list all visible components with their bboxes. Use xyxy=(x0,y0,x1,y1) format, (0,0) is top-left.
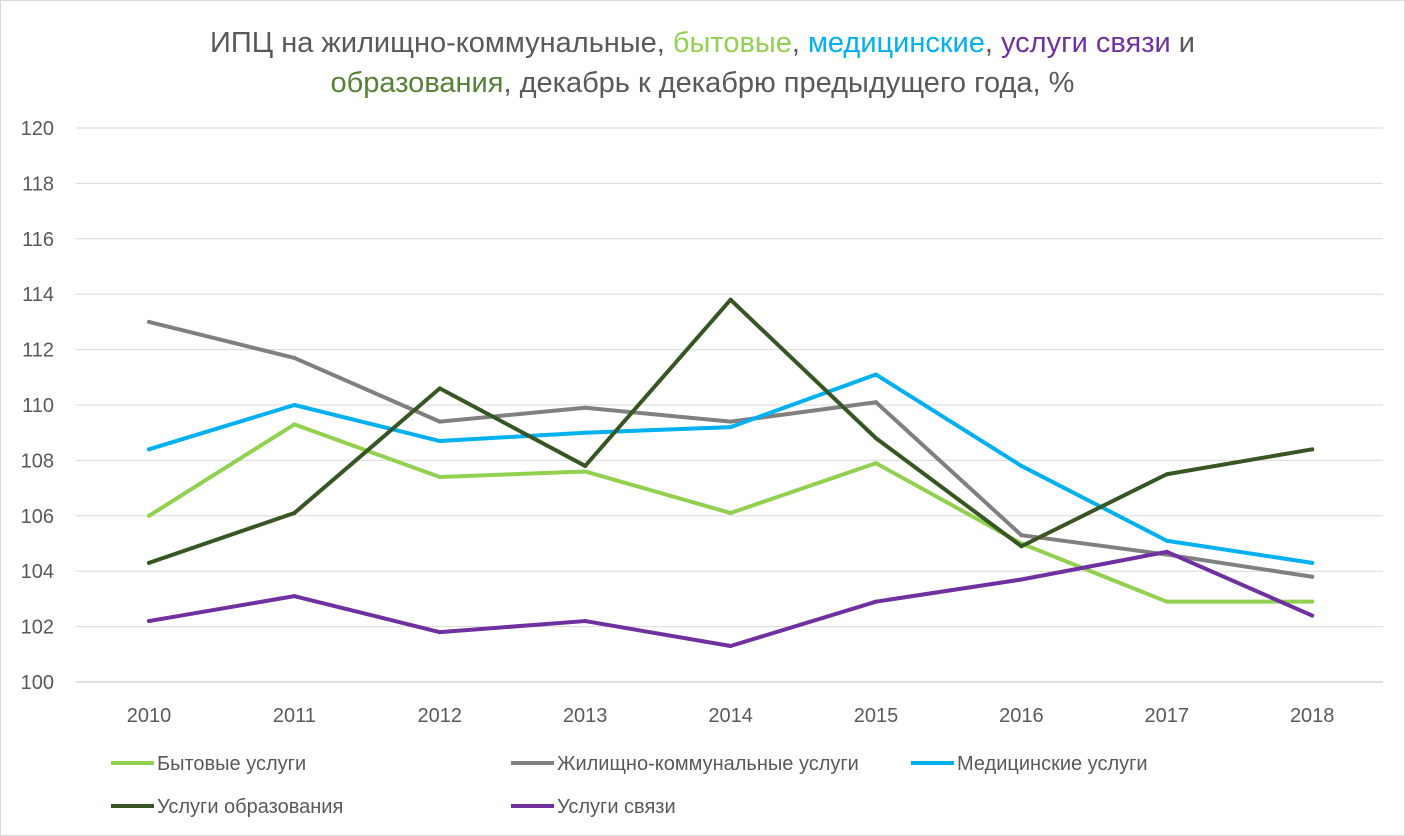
data-point xyxy=(728,419,733,424)
data-point xyxy=(437,419,442,424)
data-point xyxy=(728,297,733,302)
data-point xyxy=(437,630,442,635)
data-point xyxy=(437,386,442,391)
data-point xyxy=(1019,463,1024,468)
data-point xyxy=(292,403,297,407)
x-tick-label: 2018 xyxy=(1290,705,1335,727)
data-point xyxy=(437,439,442,444)
x-tick-label: 2013 xyxy=(563,705,608,727)
data-point xyxy=(874,400,878,405)
data-point xyxy=(1019,544,1024,549)
title-segment: образования xyxy=(330,67,504,99)
legend-label: Жилищно-коммунальные услуги xyxy=(557,753,859,775)
data-point xyxy=(292,355,297,360)
y-tick-label: 120 xyxy=(21,118,54,140)
y-tick-label: 118 xyxy=(22,173,54,195)
data-point xyxy=(1164,538,1169,543)
data-point xyxy=(1164,472,1169,477)
data-point xyxy=(292,594,297,599)
data-point xyxy=(583,463,588,468)
title-segment: бытовые xyxy=(672,27,792,59)
y-tick-label: 100 xyxy=(21,672,54,694)
title-segment: , xyxy=(984,27,1001,59)
data-point xyxy=(1310,560,1315,565)
legend-label: Услуги образования xyxy=(157,796,343,818)
data-point xyxy=(437,475,442,480)
data-point xyxy=(728,425,733,430)
data-point xyxy=(1310,613,1315,618)
legend-label: Услуги связи xyxy=(557,796,676,818)
data-point xyxy=(583,469,588,474)
data-point xyxy=(147,619,151,624)
title-segment: услуги связи xyxy=(1000,27,1171,59)
x-tick-label: 2016 xyxy=(999,705,1044,727)
data-point xyxy=(147,560,151,565)
x-tick-label: 2010 xyxy=(127,705,172,727)
data-point xyxy=(147,513,151,518)
y-tick-label: 104 xyxy=(21,561,54,583)
data-point xyxy=(728,511,733,516)
data-point xyxy=(874,372,878,377)
y-tick-label: 114 xyxy=(22,284,54,306)
data-point xyxy=(583,430,588,435)
data-point xyxy=(583,405,588,410)
data-point xyxy=(874,599,878,604)
data-point xyxy=(1019,577,1024,582)
x-tick-label: 2015 xyxy=(854,705,899,727)
series-line xyxy=(147,372,1315,565)
data-point xyxy=(147,447,151,452)
data-point xyxy=(147,319,151,324)
title-segment: ИПЦ на жилищно-коммунальные, xyxy=(210,27,673,59)
data-point xyxy=(1019,533,1024,538)
data-point xyxy=(1164,549,1169,554)
data-point xyxy=(292,422,297,427)
x-tick-label: 2011 xyxy=(273,705,316,727)
data-point xyxy=(1310,447,1315,452)
y-tick-label: 106 xyxy=(21,506,54,528)
title-segment: , декабрь к декабрю предыдущего года, % xyxy=(503,67,1075,99)
title-segment: и xyxy=(1170,27,1195,59)
data-point xyxy=(1164,599,1169,604)
title-segment: , xyxy=(791,27,808,59)
data-point xyxy=(874,461,878,466)
y-tick-label: 112 xyxy=(22,340,54,362)
y-tick-label: 102 xyxy=(21,617,54,639)
y-tick-label: 116 xyxy=(22,229,54,251)
x-tick-label: 2017 xyxy=(1145,705,1190,727)
x-tick-label: 2014 xyxy=(708,705,753,727)
x-tick-label: 2012 xyxy=(418,705,463,727)
data-point xyxy=(728,643,733,648)
series-line xyxy=(147,549,1315,648)
series-line xyxy=(147,319,1315,579)
y-tick-label: 110 xyxy=(22,395,54,417)
data-point xyxy=(1310,599,1315,604)
title-segment: медицинские xyxy=(807,27,985,59)
legend-label: Медицинские услуги xyxy=(957,753,1148,775)
data-point xyxy=(874,436,878,441)
data-point xyxy=(292,511,297,516)
legend-label: Бытовые услуги xyxy=(157,753,306,775)
chart-title: ИПЦ на жилищно-коммунальные, бытовые, ме… xyxy=(1,23,1404,103)
data-point xyxy=(1310,574,1315,579)
series-line xyxy=(147,297,1315,565)
data-point xyxy=(583,619,588,624)
y-tick-label: 108 xyxy=(21,450,54,472)
